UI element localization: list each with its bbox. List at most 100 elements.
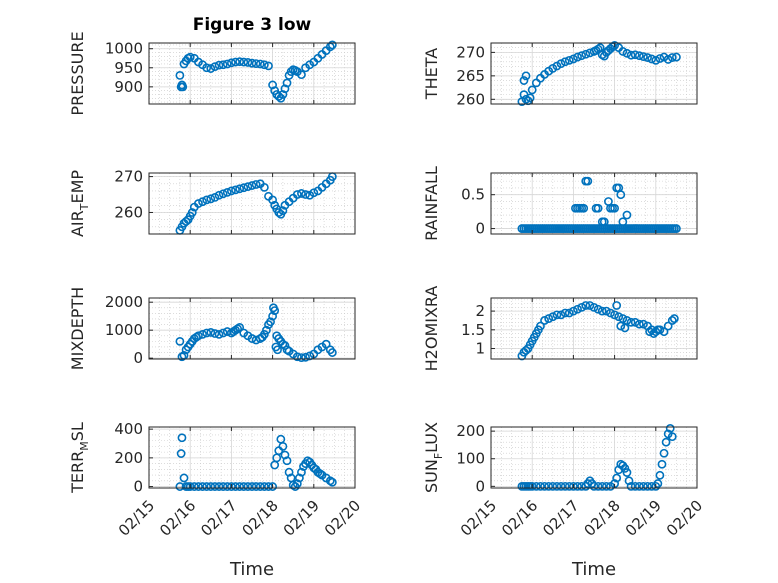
- data-point: [282, 456, 292, 466]
- figure-title: Figure 3 low: [193, 15, 312, 35]
- data-point: [278, 206, 288, 216]
- subplot-6: 11.52 H2OMIXRA: [422, 286, 698, 372]
- data-point: [231, 185, 240, 195]
- data-point: [185, 52, 195, 62]
- x-axis-label-right: Time: [571, 559, 616, 580]
- data-point: [661, 437, 671, 447]
- data-point: [657, 459, 667, 469]
- data-point: [521, 71, 531, 81]
- data-point: [278, 441, 288, 451]
- y-tick-label: 0: [475, 477, 485, 495]
- y-axis-label: H2OMIXRA: [422, 286, 441, 372]
- data-point: [564, 55, 574, 65]
- data-point: [218, 189, 228, 199]
- data-point: [305, 351, 315, 361]
- data-point: [189, 482, 199, 491]
- data-point: [202, 63, 212, 73]
- data-point: [536, 321, 545, 331]
- data-point: [564, 308, 574, 318]
- data-point: [569, 54, 578, 64]
- data-point: [616, 190, 626, 200]
- data-point: [548, 481, 558, 491]
- data-point: [519, 76, 529, 85]
- x-tick-label: 02/16: [156, 496, 199, 539]
- data-point: [577, 51, 587, 61]
- data-point: [536, 481, 545, 491]
- data-point: [259, 329, 269, 339]
- data-point: [202, 195, 212, 205]
- data-point: [268, 311, 277, 321]
- data-point: [266, 317, 275, 327]
- data-point: [206, 194, 216, 204]
- data-point: [651, 55, 661, 65]
- data-point: [243, 58, 253, 67]
- data-point: [231, 57, 240, 67]
- data-point: [268, 80, 277, 90]
- subplot-5: 0 1000 2000 MIXDEPTH: [68, 287, 356, 370]
- data-point: [527, 85, 537, 95]
- data-point: [624, 476, 634, 486]
- data-point: [556, 59, 566, 69]
- y-tick-label: 400: [114, 420, 143, 438]
- data-point: [659, 448, 669, 458]
- x-tick-label: 02/20: [663, 496, 706, 539]
- x-tick-label: 02/17: [197, 496, 240, 539]
- data-point: [235, 184, 245, 194]
- data-point: [198, 482, 207, 491]
- y-axis-label: PRESSURE: [68, 31, 87, 115]
- data-point: [239, 57, 249, 67]
- data-point: [663, 55, 673, 64]
- data-point: [297, 353, 306, 363]
- data-point: [226, 58, 236, 68]
- data-point: [639, 319, 648, 329]
- data-point: [527, 481, 537, 491]
- data-point: [655, 54, 665, 63]
- data-point: [630, 481, 640, 491]
- axes-frame: [490, 42, 698, 105]
- y-tick-label: 900: [114, 78, 143, 96]
- data-point: [268, 195, 277, 205]
- data-point: [321, 339, 331, 349]
- data-point: [593, 481, 603, 491]
- y-tick-label: 2: [475, 302, 485, 320]
- data-point: [634, 51, 644, 61]
- data-point: [589, 481, 599, 491]
- data-point: [672, 52, 681, 62]
- y-axis-label: RAINFALL: [422, 166, 441, 241]
- data-point: [206, 482, 216, 491]
- data-point: [181, 217, 191, 226]
- data-point: [577, 302, 587, 312]
- data-point: [630, 50, 640, 60]
- data-point: [262, 325, 271, 335]
- data-point: [218, 482, 228, 491]
- y-tick-label: 260: [114, 203, 143, 221]
- data-point: [653, 479, 663, 488]
- data-point: [210, 329, 220, 338]
- data-point: [185, 482, 195, 491]
- subplot-3: 260 270 AIRTEMP: [68, 168, 356, 237]
- data-point: [606, 308, 615, 318]
- data-point: [655, 470, 665, 480]
- y-tick-label: 2000: [105, 293, 143, 311]
- subplot-2: 260 265 270 THETA: [422, 40, 698, 108]
- data-point: [540, 481, 549, 491]
- data-point: [286, 67, 296, 76]
- data-point: [301, 190, 310, 199]
- data-point: [620, 464, 630, 473]
- data-point: [643, 53, 652, 62]
- data-point: [251, 180, 261, 189]
- data-point: [573, 481, 582, 491]
- data-point: [247, 334, 257, 343]
- data-point: [251, 59, 261, 68]
- data-point: [573, 304, 582, 314]
- data-point: [579, 203, 589, 213]
- data-point: [612, 301, 622, 310]
- y-tick-label: 0: [133, 478, 143, 496]
- data-point: [589, 302, 599, 312]
- data-point: [560, 308, 570, 318]
- data-point: [270, 306, 280, 315]
- data-point: [222, 482, 232, 491]
